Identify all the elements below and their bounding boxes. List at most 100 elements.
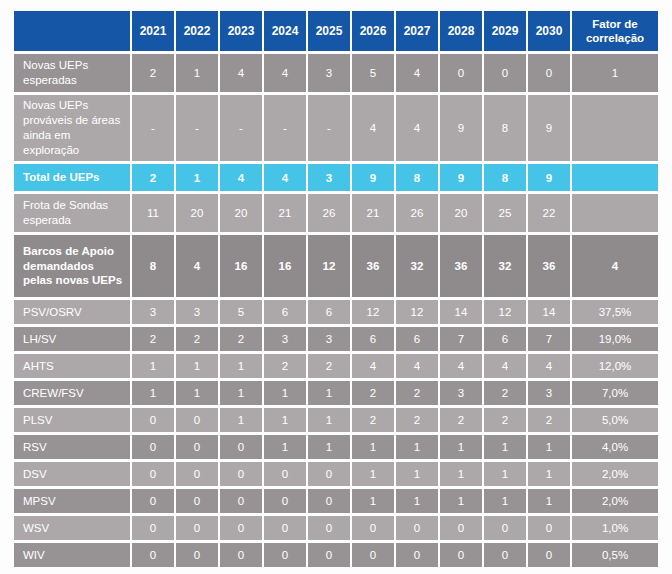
value-cell: 3 — [308, 164, 350, 191]
value-cell: 20 — [176, 194, 218, 232]
value-cell: 0 — [220, 516, 262, 540]
table-row: Frota de Sondas esperada1120202126212620… — [14, 194, 658, 232]
value-cell: 3 — [308, 54, 350, 92]
value-cell: 1 — [528, 462, 570, 486]
value-cell: 25 — [484, 194, 526, 232]
table-body: Novas UEPs esperadas21443540001Novas UEP… — [14, 54, 658, 567]
value-cell: 1 — [264, 381, 306, 405]
factor-cell: 2,0% — [572, 462, 658, 486]
value-cell: 0 — [176, 516, 218, 540]
table-row: AHTS111224444412,0% — [14, 354, 658, 378]
table-row: Novas UEPs prováveis de áreas ainda em e… — [14, 95, 658, 161]
value-cell: 2 — [396, 408, 438, 432]
value-cell: 1 — [308, 435, 350, 459]
value-cell: 1 — [308, 381, 350, 405]
value-cell: 12 — [484, 300, 526, 324]
value-cell: 14 — [528, 300, 570, 324]
value-cell: 16 — [220, 235, 262, 297]
value-cell: 8 — [396, 164, 438, 191]
value-cell: 2 — [264, 354, 306, 378]
value-cell: 36 — [528, 235, 570, 297]
value-cell: 1 — [528, 435, 570, 459]
table-row: DSV00000111112,0% — [14, 462, 658, 486]
value-cell: 36 — [352, 235, 394, 297]
value-cell: 2 — [132, 327, 174, 351]
value-cell: 0 — [528, 516, 570, 540]
value-cell: 3 — [308, 327, 350, 351]
factor-cell: 12,0% — [572, 354, 658, 378]
value-cell: 3 — [528, 381, 570, 405]
value-cell: 6 — [484, 327, 526, 351]
row-label: Barcos de Apoio demandados pelas novas U… — [14, 235, 130, 297]
value-cell: 3 — [440, 381, 482, 405]
value-cell: 0 — [264, 516, 306, 540]
value-cell: 5 — [220, 300, 262, 324]
value-cell: 1 — [352, 435, 394, 459]
value-cell: 1 — [440, 489, 482, 513]
value-cell: 0 — [220, 543, 262, 567]
value-cell: 2 — [352, 408, 394, 432]
value-cell: 1 — [176, 164, 218, 191]
value-cell: 9 — [528, 164, 570, 191]
value-cell: 36 — [440, 235, 482, 297]
value-cell: 1 — [484, 435, 526, 459]
value-cell: 0 — [176, 435, 218, 459]
value-cell: 0 — [132, 462, 174, 486]
value-cell: 2 — [484, 408, 526, 432]
value-cell: 1 — [176, 381, 218, 405]
value-cell: 1 — [176, 354, 218, 378]
value-cell: 8 — [132, 235, 174, 297]
value-cell: 32 — [484, 235, 526, 297]
value-cell: 2 — [132, 164, 174, 191]
value-cell: 4 — [396, 354, 438, 378]
value-cell: 0 — [308, 543, 350, 567]
value-cell: 1 — [528, 489, 570, 513]
header-factor-cell: Fator de correlação — [572, 11, 658, 51]
value-cell: 0 — [132, 489, 174, 513]
value-cell: 21 — [352, 194, 394, 232]
value-cell: 0 — [264, 462, 306, 486]
table-row: Novas UEPs esperadas21443540001 — [14, 54, 658, 92]
value-cell: 1 — [176, 54, 218, 92]
header-year-cell: 2025 — [308, 11, 350, 51]
row-label: LH/SV — [14, 327, 130, 351]
value-cell: 3 — [264, 327, 306, 351]
uep-forecast-table: 2021202220232024202520262027202820292030… — [12, 8, 660, 570]
value-cell: 0 — [440, 543, 482, 567]
header-row: 2021202220232024202520262027202820292030… — [14, 11, 658, 51]
value-cell: 0 — [220, 489, 262, 513]
value-cell: 0 — [484, 543, 526, 567]
value-cell: 9 — [440, 164, 482, 191]
value-cell: 0 — [484, 54, 526, 92]
value-cell: 11 — [132, 194, 174, 232]
header-year-cell: 2029 — [484, 11, 526, 51]
value-cell: - — [264, 95, 306, 161]
value-cell: 20 — [220, 194, 262, 232]
value-cell: 0 — [264, 543, 306, 567]
header-year-cell: 2021 — [132, 11, 174, 51]
row-label: Frota de Sondas esperada — [14, 194, 130, 232]
value-cell: 26 — [396, 194, 438, 232]
row-label: DSV — [14, 462, 130, 486]
value-cell: 4 — [220, 164, 262, 191]
factor-cell: 4 — [572, 235, 658, 297]
header-year-cell: 2022 — [176, 11, 218, 51]
table-row: WSV00000000001,0% — [14, 516, 658, 540]
factor-cell — [572, 95, 658, 161]
value-cell: 0 — [176, 408, 218, 432]
value-cell: 2 — [308, 354, 350, 378]
value-cell: 7 — [440, 327, 482, 351]
value-cell: 1 — [484, 489, 526, 513]
table-row: WIV00000000000,5% — [14, 543, 658, 567]
row-label: WIV — [14, 543, 130, 567]
value-cell: 0 — [484, 516, 526, 540]
value-cell: 0 — [352, 543, 394, 567]
factor-cell: 37,5% — [572, 300, 658, 324]
value-cell: 5 — [352, 54, 394, 92]
value-cell: - — [308, 95, 350, 161]
row-label: RSV — [14, 435, 130, 459]
value-cell: 7 — [528, 327, 570, 351]
row-label: CREW/FSV — [14, 381, 130, 405]
factor-cell — [572, 164, 658, 191]
value-cell: 1 — [264, 435, 306, 459]
